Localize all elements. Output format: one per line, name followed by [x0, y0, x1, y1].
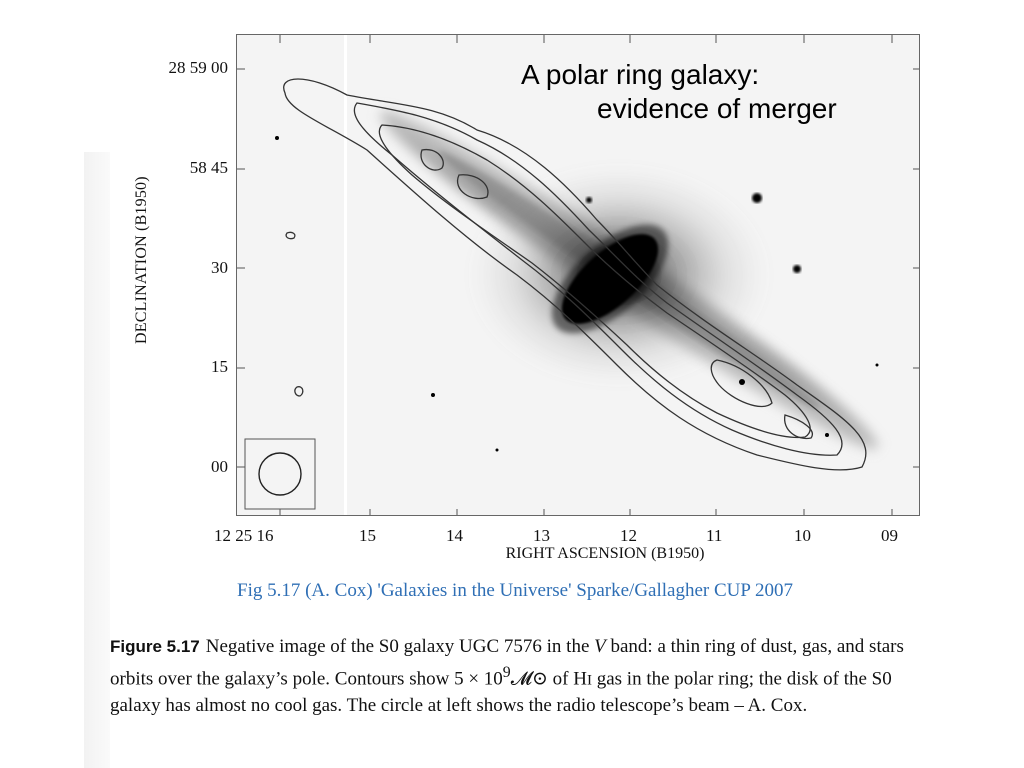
hi-contours [283, 78, 867, 471]
figure-label: Figure 5.17 [110, 637, 200, 656]
x-tick-label: 12 [620, 526, 637, 545]
x-axis-label: RIGHT ASCENSION (B1950) [505, 545, 705, 562]
contour-5 [456, 174, 489, 200]
contour-outer [283, 78, 867, 471]
slide-title-line-1: A polar ring galaxy: [521, 59, 760, 90]
caption-text-part: gas in the polar ring; the disk of the S… [110, 668, 892, 717]
x-tick-label: 09 [881, 526, 898, 545]
galaxy-image-plot [236, 34, 920, 516]
contour-4 [420, 148, 444, 171]
x-tick-label: 10 [794, 526, 811, 545]
figure-credit: Fig 5.17 (A. Cox) 'Galaxies in the Unive… [237, 580, 793, 601]
contour-blob-2 [294, 386, 304, 397]
slide-title-line-2: evidence of merger [597, 93, 837, 124]
x-tick-label: 15 [359, 526, 376, 545]
s0-galaxy-disk [551, 224, 669, 334]
figure-caption: Figure 5.17 Negative image of the S0 gala… [110, 634, 910, 719]
caption-text-part: of H [547, 668, 587, 690]
caption-text-part: band: a thin ring of dust, gas, and star… [110, 636, 904, 690]
x-tick-label: 14 [446, 526, 463, 545]
band-name: V [594, 636, 606, 657]
axis-ticks [237, 35, 919, 515]
slide-title: A polar ring galaxy: evidence of merger [480, 58, 900, 126]
scanned-page-edge [84, 152, 110, 768]
x-tick-label: 11 [706, 526, 723, 545]
contour-6 [710, 359, 773, 408]
y-tick-label: 00 [211, 457, 228, 476]
hi-suffix: I [586, 672, 592, 689]
caption-text-part: Negative image of the S0 galaxy UGC 7576… [205, 636, 595, 657]
contour-blob-1 [285, 231, 296, 240]
contour-7 [784, 414, 813, 440]
y-tick-label: 30 [211, 258, 228, 277]
y-tick-label: 28 59 00 [168, 58, 229, 77]
x-tick-label: 13 [533, 526, 550, 545]
scan-artifact-line [344, 35, 347, 515]
exponent: 9 [502, 664, 511, 681]
foreground-stars [275, 136, 879, 452]
x-tick-label: 12 25 16 [214, 526, 274, 545]
solar-mass-symbol: 𝓜⊙ [510, 668, 548, 690]
y-tick-label: 58 45 [189, 158, 228, 177]
contour-2 [353, 102, 843, 456]
contour-3 [378, 124, 811, 439]
y-tick-label: 15 [211, 357, 228, 376]
radio-beam-indicator [244, 438, 316, 510]
galaxy-image [237, 35, 919, 515]
y-axis-label: DECLINATION (B1950) [133, 176, 150, 344]
